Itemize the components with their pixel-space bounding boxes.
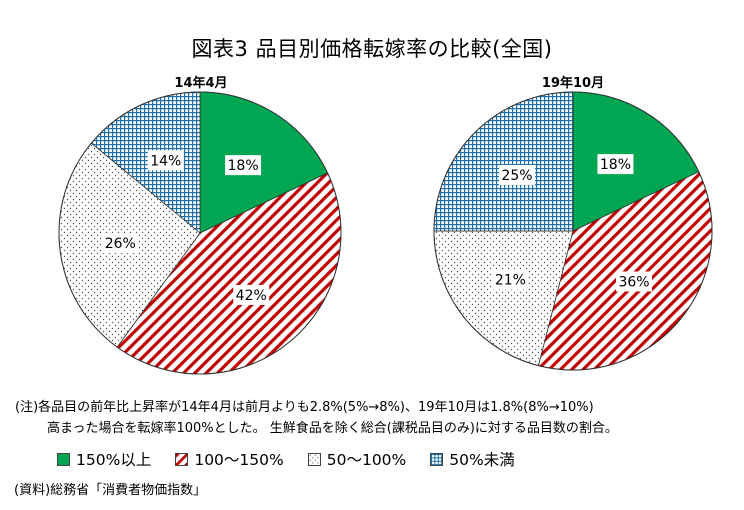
legend-item-50-100: 50〜100% [307, 448, 407, 470]
slice-label: 14% [150, 153, 181, 169]
slice-label: 18% [228, 158, 259, 174]
slice-label: 42% [236, 288, 267, 304]
slice-label: 25% [501, 168, 532, 184]
slice-label: 18% [600, 157, 631, 173]
footnote-line-1: (注)各品目の前年比上昇率が14年4月は前月よりも2.8%(5%→8%)、19年… [15, 400, 594, 415]
legend-label: 100〜150% [194, 451, 284, 469]
slice-label-bg [102, 233, 139, 254]
pie-subtitle-right: 19年10月 [541, 76, 605, 91]
legend-item-under-50: 50%未満 [430, 448, 515, 470]
legend-item-100-150: 100〜150% [175, 448, 284, 470]
pie-outline [58, 91, 342, 375]
legend-swatch-hatch [175, 452, 189, 466]
slice-label-bg [492, 269, 529, 290]
chart-title: 図表3 品目別価格転嫁率の比較(全国) [191, 37, 553, 61]
slice-label: 26% [105, 236, 136, 252]
slice-label: 36% [618, 275, 649, 291]
legend-swatch-grid [430, 452, 444, 466]
legend-swatch-dots [307, 452, 321, 466]
source-note: (資料)総務省「消費者物価指数」 [14, 483, 207, 498]
slice-label-bg [498, 164, 535, 185]
slice-label-bg [233, 284, 270, 305]
slice-label: 21% [495, 273, 526, 289]
slice-under-50 [433, 91, 574, 232]
slice-label-bg [225, 155, 262, 176]
legend-label: 150%以上 [76, 451, 152, 469]
legend-label: 50〜100% [326, 451, 407, 469]
legend-label: 50%未満 [449, 451, 515, 469]
slice-label-bg [597, 154, 634, 175]
legend: 150%以上 100〜150% 50〜100% 50%未満 [57, 448, 539, 470]
pie-subtitle-left: 14年4月 [174, 76, 228, 91]
pie-outline [433, 91, 713, 371]
legend-item-150-plus: 150%以上 [57, 448, 151, 470]
footnote-line-2: 高まった場合を転嫁率100%とした。 生鮮食品を除く総合(課税品目のみ)に対する… [47, 421, 618, 436]
slice-label-bg [147, 150, 184, 171]
slice-label-bg [616, 271, 653, 292]
legend-swatch-green [57, 452, 70, 466]
